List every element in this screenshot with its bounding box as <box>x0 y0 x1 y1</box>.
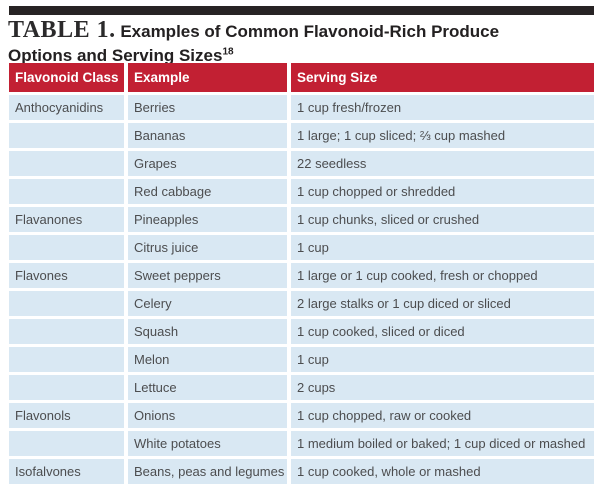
table-number-label: TABLE 1. <box>8 17 116 43</box>
flavonoid-class-cell: Isofalvones <box>9 459 124 484</box>
flavonoid-class-cell <box>9 319 124 344</box>
example-cell: Squash <box>128 319 287 344</box>
flavonoid-class-cell: Anthocyanidins <box>9 95 124 120</box>
table-row: Celery 2 large stalks or 1 cup diced or s… <box>9 291 594 316</box>
serving-size-cell: 1 cup chopped or shredded <box>291 179 594 204</box>
flavonoid-class-cell <box>9 235 124 260</box>
example-cell: Grapes <box>128 151 287 176</box>
table-row: Bananas 1 large; 1 cup sliced; ⅔ cup mash… <box>9 123 594 148</box>
example-cell: Red cabbage <box>128 179 287 204</box>
flavonoid-class-cell: Flavones <box>9 263 124 288</box>
example-cell: Lettuce <box>128 375 287 400</box>
flavonoid-table: Flavonoid Class Example Serving Size Anthoc… <box>9 63 594 487</box>
example-cell: Celery <box>128 291 287 316</box>
example-header: Example <box>128 63 287 92</box>
serving-size-header: Serving Size <box>291 63 594 92</box>
table-row: Anthocyanidins Berries 1 cup fresh/frozen <box>9 95 594 120</box>
top-rule <box>9 6 594 15</box>
flavonoid-class-cell <box>9 347 124 372</box>
serving-size-cell: 1 large or 1 cup cooked, fresh or choppe… <box>291 263 594 288</box>
table-row: Squash 1 cup cooked, sliced or diced <box>9 319 594 344</box>
table-row: Red cabbage 1 cup chopped or shredded <box>9 179 594 204</box>
table-row: Flavanones Pineapples 1 cup chunks, sliced… <box>9 207 594 232</box>
table-title: TABLE 1. Examples of Common Flavonoid-Ri… <box>8 17 594 65</box>
serving-size-cell: 22 seedless <box>291 151 594 176</box>
table-row: Isofalvones Beans, peas and legumes 1 cup … <box>9 459 594 484</box>
flavonoid-class-cell <box>9 291 124 316</box>
table-row: Citrus juice 1 cup <box>9 235 594 260</box>
table-row: Grapes 22 seedless <box>9 151 594 176</box>
example-cell: Melon <box>128 347 287 372</box>
table-row: Flavonols Onions 1 cup chopped, raw or coo… <box>9 403 594 428</box>
table-title-line1: TABLE 1. Examples of Common Flavonoid-Ri… <box>8 17 594 45</box>
example-cell: Citrus juice <box>128 235 287 260</box>
flavonoid-class-cell <box>9 151 124 176</box>
serving-size-cell: 2 cups <box>291 375 594 400</box>
flavonoid-class-header: Flavonoid Class <box>9 63 124 92</box>
serving-size-cell: 1 cup chopped, raw or cooked <box>291 403 594 428</box>
flavonoid-class-cell <box>9 179 124 204</box>
table-header-row: Flavonoid Class Example Serving Size <box>9 63 594 92</box>
flavonoid-class-cell <box>9 123 124 148</box>
example-cell: White potatoes <box>128 431 287 456</box>
example-cell: Berries <box>128 95 287 120</box>
serving-size-cell: 1 cup <box>291 347 594 372</box>
serving-size-cell: 1 cup fresh/frozen <box>291 95 594 120</box>
table-title-line2: Options and Serving Sizes18 <box>8 45 234 65</box>
flavonoid-class-cell <box>9 431 124 456</box>
serving-size-cell: 1 large; 1 cup sliced; ⅔ cup mashed <box>291 123 594 148</box>
flavonoid-class-cell: Flavanones <box>9 207 124 232</box>
serving-size-cell: 1 medium boiled or baked; 1 cup diced or… <box>291 431 594 456</box>
flavonoid-class-cell <box>9 375 124 400</box>
table-row: Lettuce 2 cups <box>9 375 594 400</box>
serving-size-cell: 1 cup chunks, sliced or crushed <box>291 207 594 232</box>
table-title-text: Examples of Common Flavonoid-Rich Produc… <box>115 22 500 41</box>
example-cell: Sweet peppers <box>128 263 287 288</box>
flavonoid-class-cell: Flavonols <box>9 403 124 428</box>
example-cell: Beans, peas and legumes <box>128 459 287 484</box>
example-cell: Onions <box>128 403 287 428</box>
reference-superscript: 18 <box>222 45 234 57</box>
example-cell: Bananas <box>128 123 287 148</box>
serving-size-cell: 2 large stalks or 1 cup diced or sliced <box>291 291 594 316</box>
serving-size-cell: 1 cup <box>291 235 594 260</box>
serving-size-cell: 1 cup cooked, sliced or diced <box>291 319 594 344</box>
serving-size-cell: 1 cup cooked, whole or mashed <box>291 459 594 484</box>
table-row: Melon 1 cup <box>9 347 594 372</box>
table-row: Flavones Sweet peppers 1 large or 1 cup co… <box>9 263 594 288</box>
table-row: White potatoes 1 medium boiled or baked; … <box>9 431 594 456</box>
example-cell: Pineapples <box>128 207 287 232</box>
